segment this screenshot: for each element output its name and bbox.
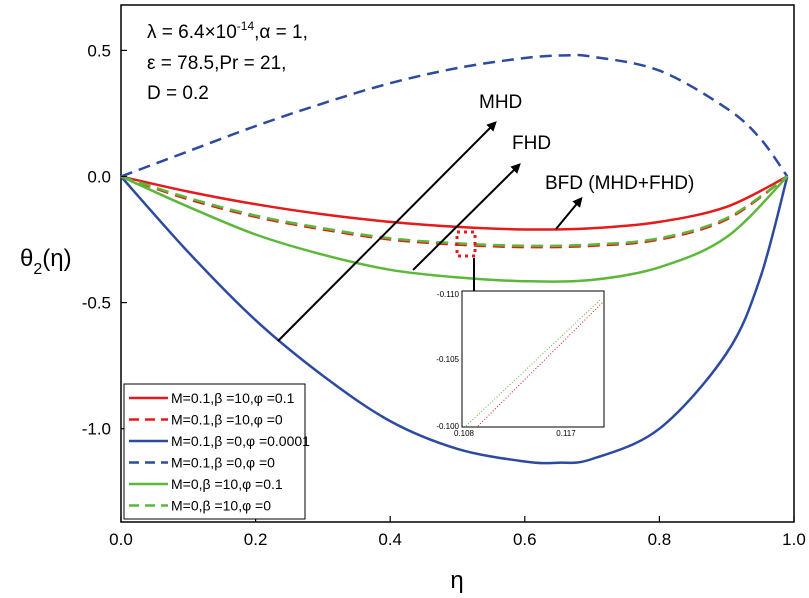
y-tick-label-2: -0.5 <box>82 294 111 313</box>
legend-label-4: M=0,β =10,φ =0.1 <box>171 476 283 492</box>
legend-label-5: M=0,β =10,φ =0 <box>171 498 271 514</box>
inset-chart: -0.110 -0.105 -0.100 0.108 0.117 <box>436 290 605 438</box>
series-line-2 <box>120 175 789 465</box>
legend: M=0.1,β =10,φ =0.1 M=0.1,β =10,φ =0 M=0.1,… <box>123 383 310 520</box>
params-line-2: ε = 78.5,Pr = 21, <box>147 53 286 74</box>
annotation-mhd: MHD <box>479 92 522 113</box>
y-axis-label-rest: (η) <box>42 245 71 272</box>
inset-x-tick-0: 0.108 <box>454 429 475 438</box>
annotation-fhd: FHD <box>512 133 551 154</box>
y-tick-label-0: 0.5 <box>87 41 111 60</box>
inset-green-dotted-line <box>465 299 601 427</box>
legend-frame <box>123 383 306 520</box>
plot-frame <box>120 4 795 523</box>
x-tick-label-2: 0.4 <box>378 530 402 549</box>
legend-label-2: M=0.1,β =0,φ =0.0001 <box>171 433 310 449</box>
x-tick-label-4: 0.8 <box>648 530 672 549</box>
series-line-3 <box>120 53 789 178</box>
mhd-arrow <box>277 121 497 342</box>
x-axis-label: η <box>450 567 463 594</box>
legend-label-1: M=0.1,β =10,φ =0 <box>171 412 283 428</box>
inset-x-tick-1: 0.117 <box>556 429 576 438</box>
legend-label-0: M=0.1,β =10,φ =0.1 <box>171 390 295 406</box>
x-tick-label-5: 1.0 <box>782 530 806 549</box>
annotation-bfd: BFD (MHD+FHD) <box>545 173 694 194</box>
params-line-1-b: ,α = 1, <box>254 22 308 43</box>
y-axis-label: θ2(η) <box>20 245 72 278</box>
params-line-1: λ = 6.4×10-14,α = 1, <box>147 19 308 43</box>
series-line-4 <box>120 175 789 283</box>
legend-label-3: M=0.1,β =0,φ =0 <box>171 455 275 471</box>
inset-y-tick-0: -0.110 <box>437 290 460 299</box>
fhd-arrow <box>412 163 521 271</box>
y-tick-label-1: 0.0 <box>87 167 111 186</box>
axis-ticks: 0.0 0.2 0.4 0.6 0.8 1.0 0.5 0.0 -0.5 -1.0 <box>82 41 806 549</box>
inset-y-tick-1: -0.105 <box>436 355 459 364</box>
zoom-region-marker <box>455 230 477 258</box>
inset-frame <box>461 290 605 428</box>
inset-y-tick-2: -0.100 <box>436 422 459 431</box>
params-line-1-a: λ = 6.4×10 <box>147 22 237 43</box>
y-tick-label-3: -1.0 <box>82 420 111 439</box>
params-line-1-exp: -14 <box>237 19 255 33</box>
y-axis-label-sub: 2 <box>33 261 42 278</box>
x-tick-label-0: 0.0 <box>109 530 133 549</box>
bfd-arrow <box>555 196 583 230</box>
y-axis-label-main: θ <box>20 245 33 272</box>
params-line-3: D = 0.2 <box>147 83 209 104</box>
x-tick-label-3: 0.6 <box>513 530 537 549</box>
x-tick-label-1: 0.2 <box>244 530 268 549</box>
